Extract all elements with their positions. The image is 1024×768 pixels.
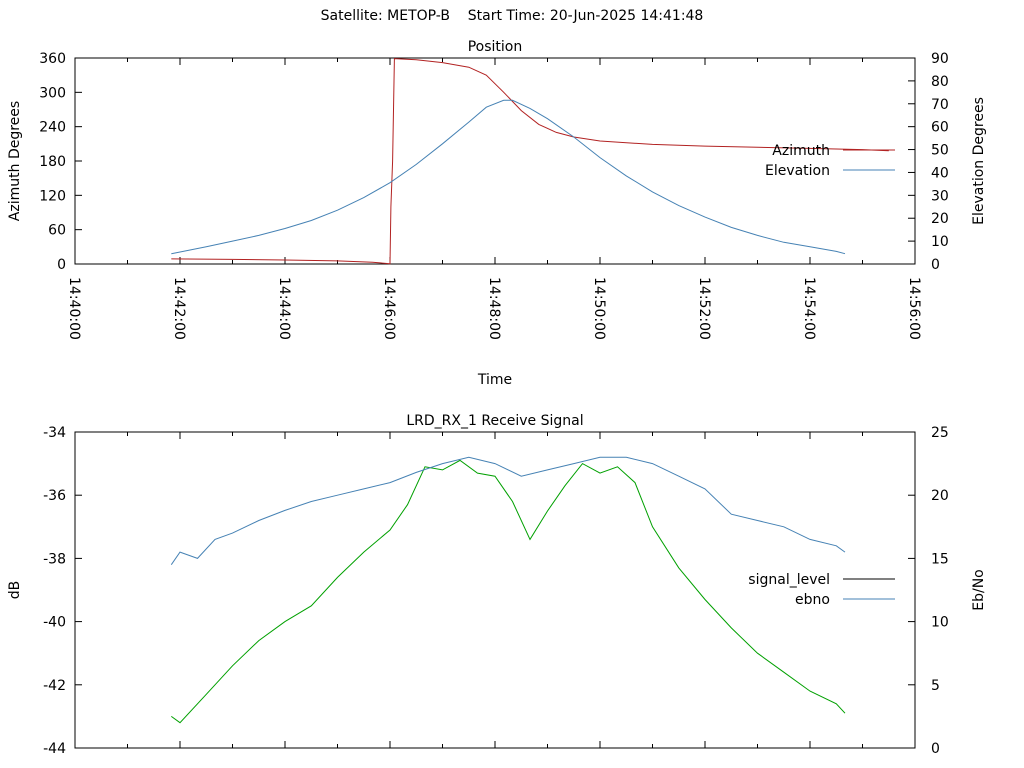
- chart1-ytick-label: 0: [57, 257, 66, 273]
- chart2-series-ebno-line: [170, 456, 846, 565]
- chart2-y2tick-label: 20: [931, 488, 949, 504]
- chart1-frame: [74, 57, 916, 265]
- chart2-y2tick-label: 5: [931, 678, 940, 694]
- chart1-ytick-label: 300: [39, 85, 66, 101]
- chart2-series-signal-level-line: [171, 459, 846, 724]
- chart1-xtick-label: 14:50:00: [591, 277, 607, 340]
- chart1-xtick-label: 14:44:00: [276, 277, 292, 340]
- chart1-series-elevation-legend-label: Elevation: [765, 163, 830, 179]
- chart1-series-elevation-line: [171, 99, 846, 255]
- chart2-series-ebno-legend-label: ebno: [795, 592, 830, 608]
- chart1-xtick-label: 14:46:00: [381, 277, 397, 340]
- chart1-ytick-label: 360: [39, 51, 66, 67]
- chart1-ytick-label: 60: [48, 223, 66, 239]
- chart1-y2tick-label: 30: [931, 188, 949, 204]
- chart1-xtick-label: 14:42:00: [171, 277, 187, 340]
- chart1-series-azimuth-legend-label: Azimuth: [772, 143, 830, 159]
- chart1-y2label: Elevation Degrees: [971, 97, 987, 225]
- chart1-y2tick-label: 40: [931, 165, 949, 181]
- chart1-ylabel: Azimuth Degrees: [7, 101, 23, 221]
- chart2-y2tick-label: 10: [931, 615, 949, 631]
- chart1-ytick-label: 180: [39, 154, 66, 170]
- chart1-xtick-label: 14:54:00: [801, 277, 817, 340]
- chart2-y2tick-label: 0: [931, 741, 940, 757]
- chart2-ytick-label: -36: [43, 488, 66, 504]
- chart1-xtick-label: 14:52:00: [696, 277, 712, 340]
- chart1-y2tick-label: 80: [931, 74, 949, 90]
- chart2-y2tick-label: 25: [931, 425, 949, 441]
- chart1-y2tick-label: 70: [931, 97, 949, 113]
- chart1-ytick-label: 240: [39, 120, 66, 136]
- chart1-y2tick-label: 10: [931, 234, 949, 250]
- chart1-ytick-label: 120: [39, 188, 66, 204]
- chart2-ytick-label: -40: [43, 615, 66, 631]
- chart2-series-signal-level-legend-label: signal_level: [748, 572, 830, 588]
- chart1-y2tick-label: 60: [931, 120, 949, 136]
- page-title: Satellite: METOP-B Start Time: 20-Jun-20…: [320, 8, 704, 24]
- chart1-y2tick-label: 20: [931, 211, 949, 227]
- chart1-title: Position: [468, 39, 523, 55]
- chart2-y2label: Eb/No: [971, 569, 987, 611]
- chart1-y2tick-label: 50: [931, 143, 949, 159]
- chart1-xtick-label: 14:40:00: [66, 277, 82, 340]
- chart1-xtick-label: 14:56:00: [906, 277, 922, 340]
- chart1-xlabel: Time: [477, 372, 512, 388]
- chart2-ylabel: dB: [7, 581, 23, 600]
- chart2-ytick-label: -44: [43, 741, 66, 757]
- chart2-ytick-label: -38: [43, 551, 66, 567]
- chart1-series-azimuth-line: [171, 58, 889, 265]
- chart2-title: LRD_RX_1 Receive Signal: [406, 413, 583, 429]
- chart1-xtick-label: 14:48:00: [486, 277, 502, 340]
- chart1-y2tick-label: 0: [931, 257, 940, 273]
- chart2-ytick-label: -34: [43, 425, 66, 441]
- chart1-y2tick-label: 90: [931, 51, 949, 67]
- chart2-ytick-label: -42: [43, 678, 66, 694]
- chart2-y2tick-label: 15: [931, 551, 949, 567]
